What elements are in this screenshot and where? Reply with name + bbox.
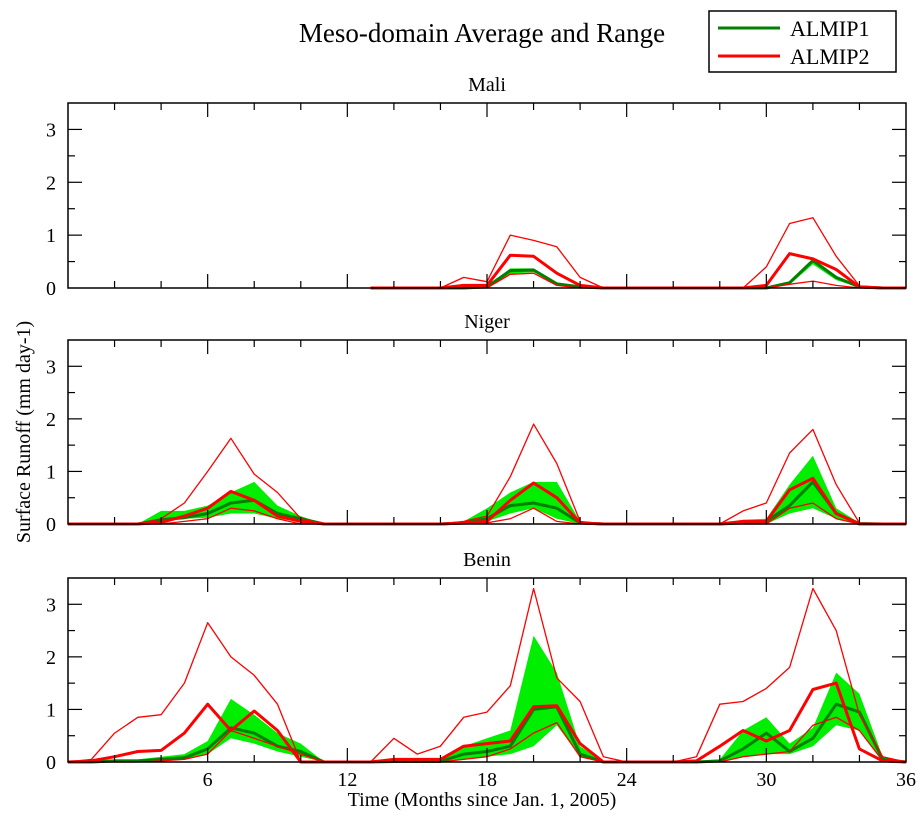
- x-tick-label: 24: [617, 769, 637, 791]
- y-tick-label: 2: [46, 409, 56, 431]
- y-tick-label: 0: [46, 278, 56, 300]
- y-tick-label: 2: [46, 172, 56, 194]
- y-axis-label: Surface Runoff (mm day-1): [13, 321, 35, 543]
- y-tick-label: 2: [46, 647, 56, 669]
- x-tick-label: 12: [337, 769, 357, 791]
- panel-mali: Mali 0 1 2 3: [46, 74, 907, 300]
- subplot-title: Niger: [464, 311, 510, 333]
- chart-title: Meso-domain Average and Range: [299, 18, 665, 48]
- y-tick-label: 0: [46, 514, 56, 536]
- x-tick-label: 36: [896, 769, 916, 791]
- y-tick-label: 1: [46, 225, 56, 247]
- y-tick-label: 0: [46, 752, 56, 774]
- legend-label-almip1: ALMIP1: [790, 16, 869, 41]
- y-tick-label: 3: [46, 119, 56, 141]
- legend: ALMIP1 ALMIP2: [708, 10, 897, 73]
- almip1-range-area: [68, 455, 906, 524]
- y-tick-label: 1: [46, 699, 56, 721]
- legend-box: [708, 10, 897, 73]
- subplot-title: Mali: [468, 74, 506, 96]
- legend-label-almip2: ALMIP2: [790, 44, 869, 69]
- almip2-mean-line: [67, 681, 907, 764]
- y-tick-label: 3: [46, 594, 56, 616]
- x-tick-label: 18: [477, 769, 497, 791]
- plot-frame: [67, 339, 907, 525]
- almip2-range-max-line: [370, 217, 906, 289]
- subplot-title: Benin: [463, 549, 511, 571]
- panel-niger: Niger 0 1 2 3: [46, 311, 907, 536]
- x-axis-label: Time (Months since Jan. 1, 2005): [348, 789, 617, 811]
- y-tick-label: 3: [46, 356, 56, 378]
- x-tick-label: 6: [203, 769, 213, 791]
- almip2-range-max-line: [67, 587, 907, 763]
- plot-frame: [67, 102, 907, 289]
- y-tick-label: 1: [46, 461, 56, 483]
- x-tick-label: 30: [756, 769, 776, 791]
